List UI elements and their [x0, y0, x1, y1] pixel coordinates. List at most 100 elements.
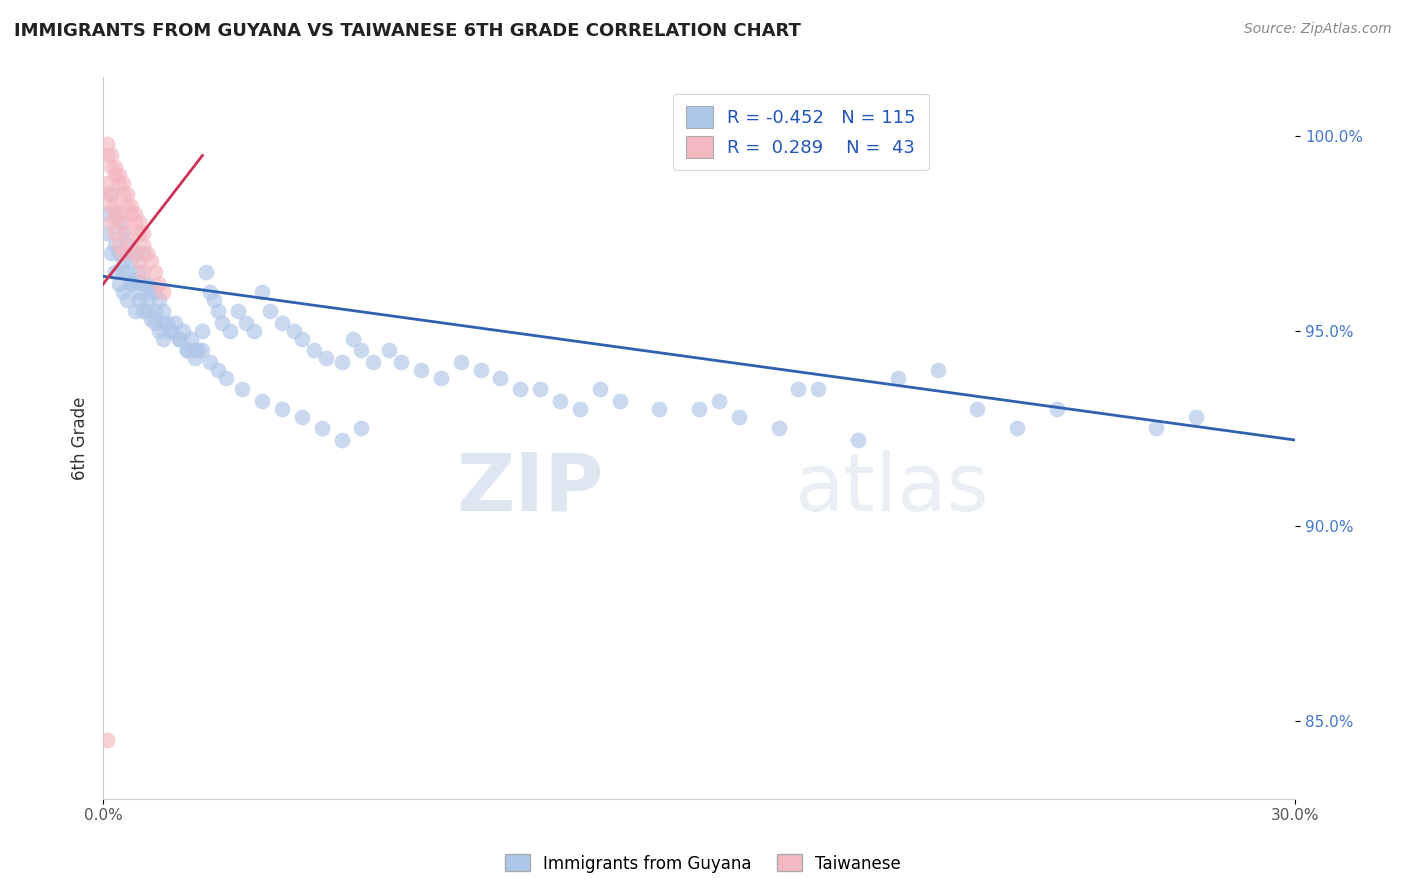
- Point: [568, 401, 591, 416]
- Point: [176, 343, 198, 358]
- Point: [111, 246, 134, 260]
- Point: [104, 211, 127, 225]
- Point: [152, 316, 174, 330]
- Point: [100, 187, 122, 202]
- Text: Source: ZipAtlas.com: Source: ZipAtlas.com: [1244, 22, 1392, 37]
- Point: [135, 277, 157, 291]
- Point: [108, 168, 131, 182]
- Point: [509, 383, 531, 397]
- Point: [128, 285, 150, 299]
- Point: [132, 238, 155, 252]
- Point: [231, 383, 253, 397]
- Point: [409, 363, 432, 377]
- Point: [195, 265, 218, 279]
- Point: [135, 304, 157, 318]
- Text: atlas: atlas: [794, 450, 988, 527]
- Point: [128, 253, 150, 268]
- Point: [609, 394, 631, 409]
- Point: [115, 199, 138, 213]
- Point: [187, 343, 209, 358]
- Text: ZIP: ZIP: [457, 450, 603, 527]
- Point: [219, 324, 242, 338]
- Point: [183, 351, 205, 366]
- Point: [489, 370, 512, 384]
- Point: [96, 136, 118, 151]
- Point: [283, 324, 305, 338]
- Point: [120, 238, 142, 252]
- Point: [807, 383, 830, 397]
- Point: [108, 176, 131, 190]
- Point: [589, 383, 612, 397]
- Point: [1144, 421, 1167, 435]
- Point: [389, 355, 412, 369]
- Point: [548, 394, 571, 409]
- Point: [363, 355, 385, 369]
- Point: [132, 227, 155, 241]
- Point: [172, 324, 194, 338]
- Point: [104, 227, 127, 241]
- Point: [148, 293, 170, 307]
- Point: [1185, 409, 1208, 424]
- Y-axis label: 6th Grade: 6th Grade: [72, 396, 89, 480]
- Point: [120, 253, 142, 268]
- Point: [315, 351, 337, 366]
- Point: [104, 238, 127, 252]
- Point: [108, 215, 131, 229]
- Point: [271, 401, 294, 416]
- Point: [180, 332, 202, 346]
- Point: [176, 343, 198, 358]
- Point: [271, 316, 294, 330]
- Point: [111, 215, 134, 229]
- Point: [148, 324, 170, 338]
- Point: [96, 733, 118, 747]
- Point: [111, 253, 134, 268]
- Point: [768, 421, 790, 435]
- Point: [350, 343, 373, 358]
- Point: [120, 277, 142, 291]
- Point: [111, 176, 134, 190]
- Point: [124, 215, 146, 229]
- Legend: R = -0.452   N = 115, R =  0.289    N =  43: R = -0.452 N = 115, R = 0.289 N = 43: [673, 94, 928, 170]
- Point: [139, 285, 162, 299]
- Point: [128, 215, 150, 229]
- Point: [100, 215, 122, 229]
- Point: [215, 370, 238, 384]
- Point: [108, 277, 131, 291]
- Point: [311, 421, 333, 435]
- Point: [378, 343, 401, 358]
- Point: [139, 312, 162, 326]
- Point: [104, 199, 127, 213]
- Point: [342, 332, 364, 346]
- Point: [787, 383, 810, 397]
- Point: [124, 246, 146, 260]
- Point: [243, 324, 266, 338]
- Point: [648, 401, 671, 416]
- Point: [100, 160, 122, 174]
- Point: [111, 265, 134, 279]
- Point: [108, 207, 131, 221]
- Point: [115, 238, 138, 252]
- Point: [350, 421, 373, 435]
- Point: [191, 324, 214, 338]
- Point: [183, 343, 205, 358]
- Point: [470, 363, 492, 377]
- Point: [291, 332, 314, 346]
- Point: [927, 363, 949, 377]
- Point: [111, 227, 134, 241]
- Point: [96, 207, 118, 221]
- Point: [430, 370, 453, 384]
- Point: [200, 285, 222, 299]
- Point: [202, 293, 225, 307]
- Point: [124, 273, 146, 287]
- Point: [143, 285, 166, 299]
- Point: [259, 304, 281, 318]
- Point: [96, 227, 118, 241]
- Point: [135, 246, 157, 260]
- Point: [104, 160, 127, 174]
- Point: [450, 355, 472, 369]
- Point: [1005, 421, 1028, 435]
- Point: [156, 316, 179, 330]
- Point: [115, 265, 138, 279]
- Point: [330, 355, 353, 369]
- Point: [120, 207, 142, 221]
